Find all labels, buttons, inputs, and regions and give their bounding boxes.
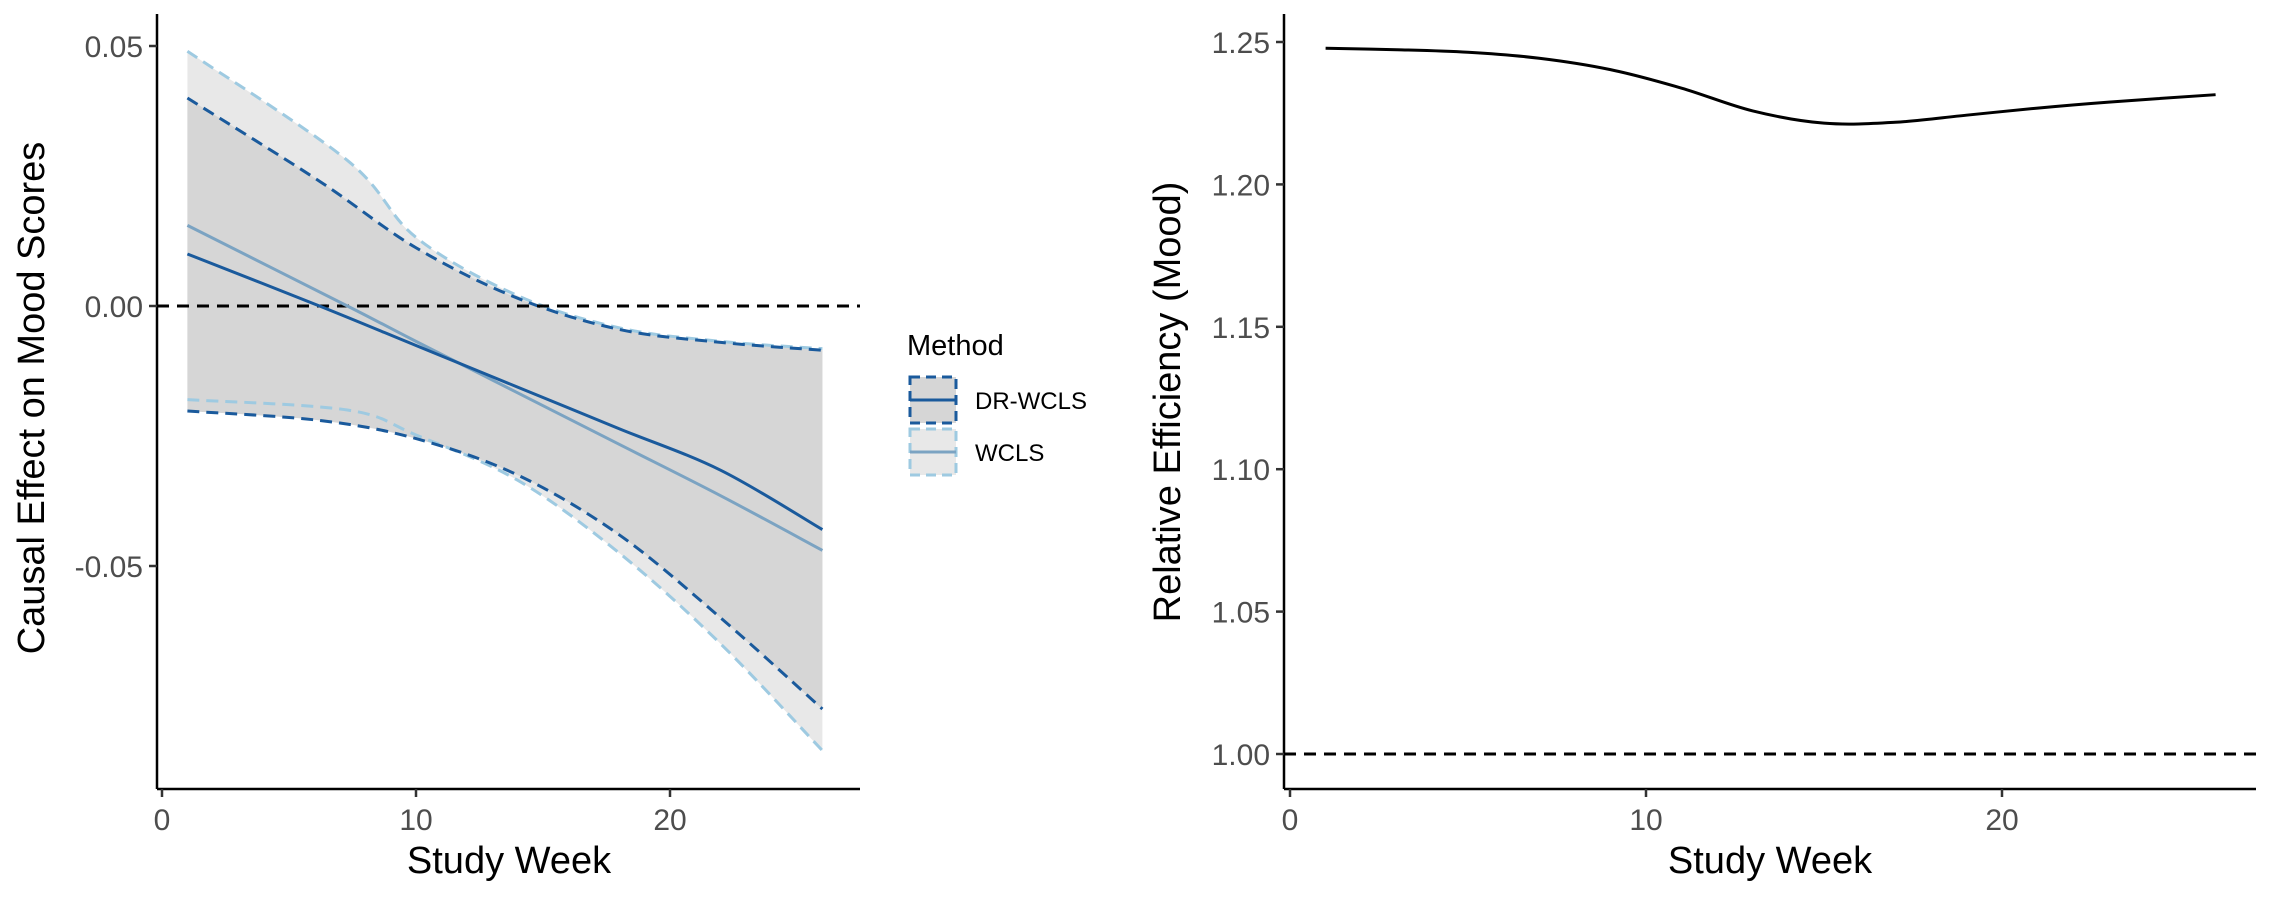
estimate-line-wcls (186, 224, 824, 552)
right-y-ticks: 1.00 1.05 1.10 1.15 1.20 1.25 (1212, 27, 1284, 772)
right-y-axis-title: Relative Efficiency (Mood) (1147, 182, 1189, 623)
x-tick-label: 0 (154, 804, 171, 837)
left-panel: -0.05 0.00 0.05 0 10 20 Study Week Causal Ef… (11, 14, 860, 882)
estimate-line-dr-wcls (186, 252, 824, 531)
legend-key-dr-wcls (908, 375, 958, 425)
left-x-axis-title: Study Week (407, 840, 612, 882)
y-tick-label: 0.00 (85, 291, 143, 324)
left-y-ticks: -0.05 0.00 0.05 (75, 31, 157, 584)
y-tick-label: -0.05 (75, 551, 143, 584)
legend-title: Method (907, 330, 1004, 362)
left-y-axis-title: Causal Effect on Mood Scores (11, 142, 53, 655)
left-axes (155, 14, 860, 791)
legend: Method DR-WCLS WCLS (907, 330, 1087, 477)
legend-key-wcls (908, 427, 958, 477)
right-axes (1282, 14, 2256, 791)
ci-lower-wcls (187, 398, 824, 752)
right-x-axis-title: Study Week (1668, 840, 1873, 882)
x-tick-label: 20 (653, 804, 686, 837)
legend-keys (908, 375, 958, 477)
y-tick-label: 1.25 (1212, 27, 1270, 60)
x-tick-label: 20 (1985, 804, 2018, 837)
ci-band-fill-dr-wcls (187, 98, 823, 709)
y-tick-label: 1.05 (1212, 597, 1270, 630)
ci-upper-dr-wcls (186, 96, 823, 352)
y-tick-label: 1.20 (1212, 169, 1270, 202)
right-x-ticks: 0 10 20 (1282, 789, 2019, 837)
series-lines (186, 224, 824, 552)
right-panel: 1.00 1.05 1.10 1.15 1.20 1.25 0 10 20 Study Wee… (1147, 14, 2256, 882)
legend-label-dr-wcls: DR-WCLS (975, 388, 1087, 415)
x-tick-label: 0 (1282, 804, 1299, 837)
relative-efficiency-line (1325, 46, 2216, 126)
x-tick-label: 10 (1629, 804, 1662, 837)
efficiency-line (1325, 46, 2216, 126)
y-tick-label: 1.00 (1212, 739, 1270, 772)
x-tick-label: 10 (399, 804, 432, 837)
legend-label-wcls: WCLS (975, 440, 1044, 467)
ci-upper-wcls (186, 49, 823, 351)
y-tick-label: 1.10 (1212, 454, 1270, 487)
left-x-ticks: 0 10 20 (154, 789, 687, 837)
y-tick-label: 0.05 (85, 31, 143, 64)
confidence-bands (186, 49, 824, 752)
y-tick-label: 1.15 (1212, 312, 1270, 345)
